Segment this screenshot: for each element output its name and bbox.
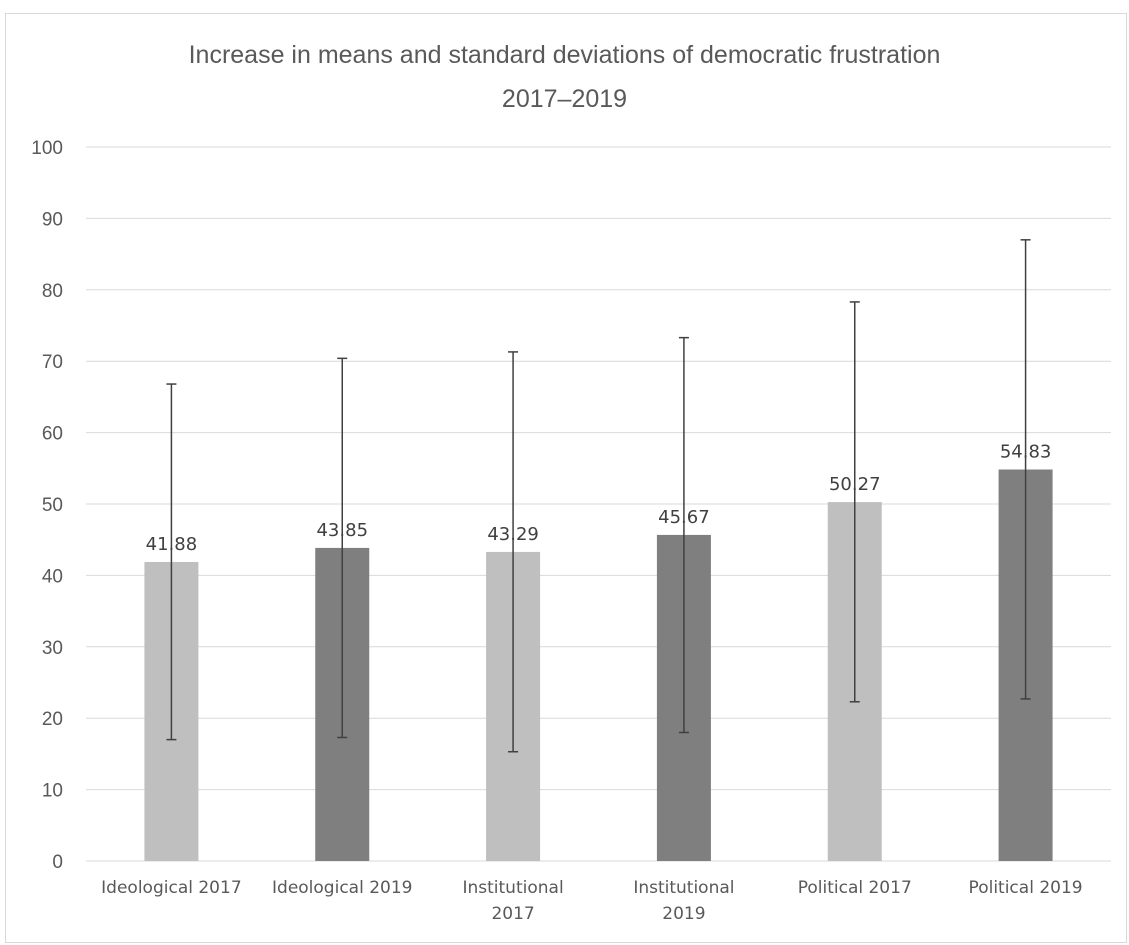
- y-tick-label: 10: [42, 781, 63, 802]
- x-category-label-line: Political 2017: [798, 878, 912, 898]
- x-category-label-line: Ideological 2017: [101, 878, 241, 898]
- x-category-label: Institutional 2017: [462, 878, 563, 924]
- data-label: 54.83: [1000, 442, 1052, 463]
- y-tick-label: 90: [42, 209, 63, 230]
- y-tick-label: 80: [42, 281, 63, 302]
- y-tick-label: 50: [42, 495, 63, 516]
- x-category-label: Ideological 2017: [101, 878, 241, 898]
- data-label: 41.88: [146, 534, 198, 555]
- data-label: 50.27: [829, 474, 881, 495]
- x-category-label-line: Ideological 2019: [272, 878, 412, 898]
- x-category-label: Ideological 2019: [272, 878, 412, 898]
- y-tick-label: 0: [52, 852, 63, 873]
- x-category-label-line: Institutional: [633, 878, 734, 898]
- data-labels: 41.88 43.85 43.29 45.67 50.27 54.83: [146, 442, 1052, 555]
- y-tick-label: 60: [42, 424, 63, 445]
- x-category-label: Institutional 2019: [633, 878, 734, 924]
- y-tick-label: 100: [31, 138, 63, 159]
- y-tick-label: 70: [42, 352, 63, 373]
- x-category-label-line: Institutional: [462, 878, 563, 898]
- x-axis-category-labels: Ideological 2017 Ideological 2019 Institut…: [101, 878, 1082, 924]
- x-category-label-line: 2017: [491, 904, 534, 924]
- data-label: 43.29: [487, 524, 539, 545]
- y-tick-label: 20: [42, 709, 63, 730]
- x-category-label-line: 2019: [662, 904, 705, 924]
- error-bars: [166, 239, 1031, 753]
- x-category-label-line: Political 2019: [969, 878, 1083, 898]
- data-label: 45.67: [658, 507, 710, 528]
- y-tick-label: 30: [42, 638, 63, 659]
- chart-title-line-1: Increase in means and standard deviation…: [188, 41, 941, 69]
- bars: [144, 469, 1053, 861]
- chart-title-line-2: 2017–2019: [501, 85, 628, 113]
- data-label: 43.85: [316, 520, 368, 541]
- x-category-label: Political 2019: [969, 878, 1083, 898]
- y-tick-label: 40: [42, 566, 63, 587]
- gridlines: [86, 146, 1111, 862]
- x-category-label: Political 2017: [798, 878, 912, 898]
- y-axis-ticks: 0 10 20 30 40 50 60 70 80 90 100: [31, 138, 63, 873]
